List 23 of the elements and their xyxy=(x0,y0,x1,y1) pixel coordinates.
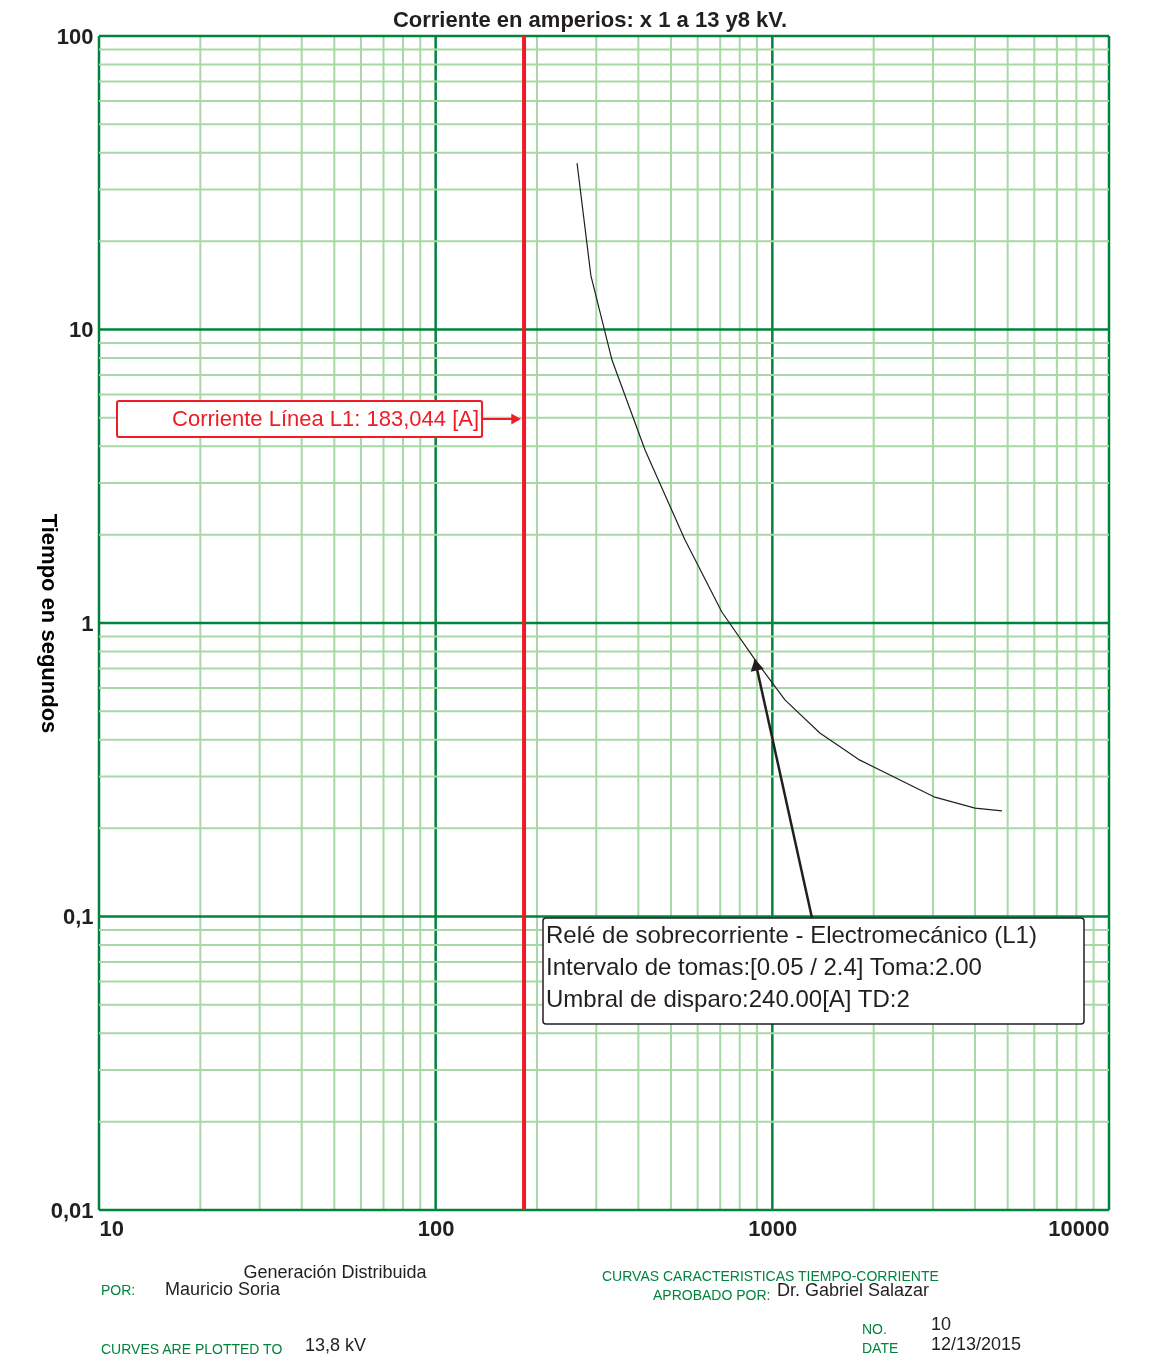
ref-line-label: Corriente Línea L1: 183,044 [A] xyxy=(172,406,480,431)
text: 10 xyxy=(931,1314,952,1334)
x-tick-label: 100 xyxy=(417,1215,455,1241)
text: NO. xyxy=(862,1321,887,1337)
text: 12/13/2015 xyxy=(931,1334,1022,1354)
text: 13,8 kV xyxy=(305,1335,367,1355)
chart-title: Corriente en amperios: x 1 a 13 y8 kV. xyxy=(392,7,788,32)
annotation: Relé de sobrecorriente - Electromecánico (L1) Intervalo de tomas:[0.05 / 2.4] Toma:2.00 Umbral de disparo:240.00[A] TD:2 xyxy=(546,921,1037,1012)
text: APROBADO POR: xyxy=(653,1287,771,1303)
text: DATE xyxy=(862,1340,899,1356)
x-tick-label: 1000 xyxy=(748,1215,798,1241)
y-tick-label: 10 xyxy=(69,317,94,342)
text: POR: xyxy=(101,1282,136,1298)
x-tick-label: 10 xyxy=(99,1215,124,1241)
text: CURVES ARE PLOTTED TO xyxy=(101,1341,283,1357)
y-tick-label: 0,01 xyxy=(50,1197,94,1223)
text: Generación Distribuida xyxy=(243,1262,428,1282)
y-tick-label: 0,1 xyxy=(62,904,94,929)
y-tick-label: 1 xyxy=(81,610,94,636)
y-axis-title: Tiempo en segundos xyxy=(36,513,62,734)
x-tick-label: 10000 xyxy=(1048,1215,1110,1241)
text: Mauricio Soria xyxy=(165,1279,282,1299)
y-tick-label: 100 xyxy=(56,23,94,49)
